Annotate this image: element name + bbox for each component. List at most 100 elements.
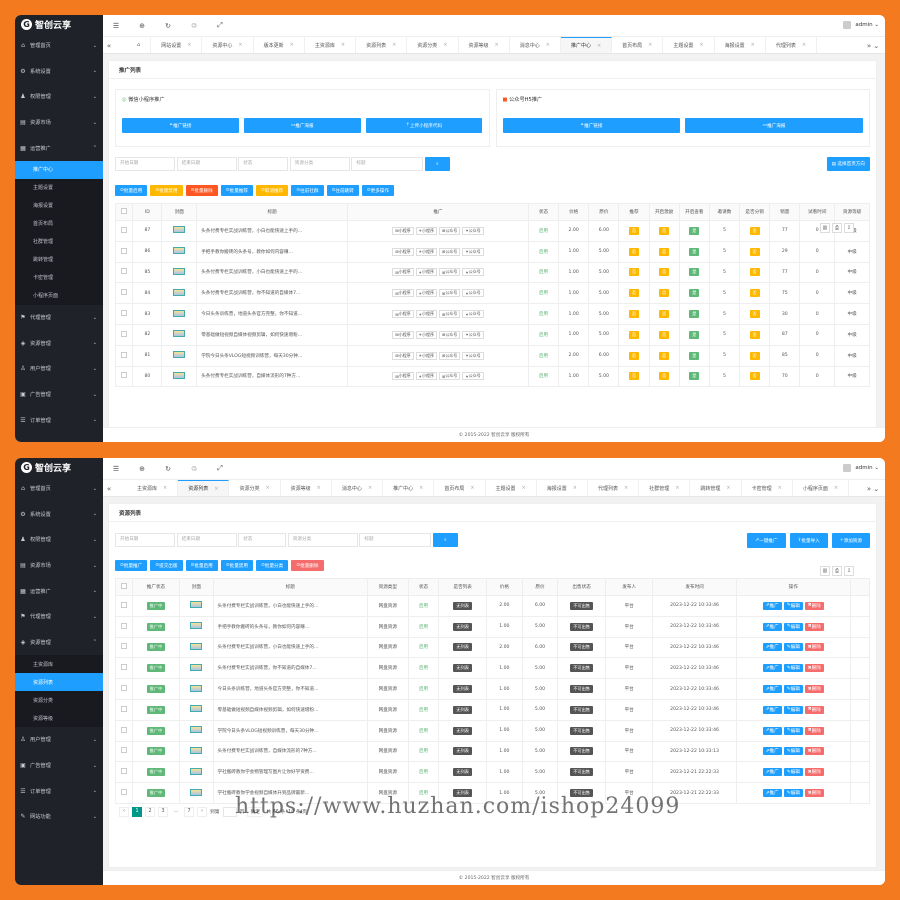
row-promote-button[interactable]: ⇗ 推广 — [762, 726, 782, 735]
checkbox[interactable] — [120, 622, 127, 629]
bulk-button[interactable]: ⊙ 批量启用 — [185, 560, 218, 571]
view-toggle[interactable]: 是 — [689, 330, 700, 339]
row-select[interactable] — [114, 240, 134, 263]
row-select[interactable] — [114, 344, 134, 367]
row-promote-button[interactable]: ⇗ 推广 — [762, 685, 782, 694]
select-home-button[interactable]: ▤ 选择首页方向 — [826, 157, 870, 171]
close-icon[interactable]: × — [214, 485, 219, 492]
sidebar-subitem[interactable]: 资源分类 — [15, 691, 103, 710]
close-icon[interactable]: × — [572, 485, 577, 491]
tabs-left-arrow-icon[interactable]: « — [103, 480, 115, 496]
sidebar-item[interactable]: ☰ 订单管理 ⌄ — [15, 407, 103, 433]
sidebar-subitem[interactable]: 社群管理 — [15, 232, 103, 251]
print-icon[interactable]: ⎙ — [832, 566, 842, 576]
promo-link-button[interactable]: ⊞ 公众号 — [438, 268, 461, 277]
distribution-toggle[interactable]: 否 — [749, 289, 760, 298]
menu-toggle-icon[interactable]: ☰ — [112, 464, 120, 473]
tab[interactable]: 主资源库 × — [305, 37, 357, 53]
row-edit-button[interactable]: ✎ 编辑 — [783, 768, 803, 777]
sidebar-item[interactable]: ⚙ 系统设置 ⌄ — [15, 59, 103, 85]
tab[interactable]: 社群管理 × — [639, 480, 691, 496]
recommend-toggle[interactable]: 否 — [628, 372, 640, 381]
bulk-button[interactable]: ⊙ 批量禁用 — [220, 560, 253, 571]
row-select[interactable] — [115, 740, 133, 763]
close-icon[interactable]: × — [289, 42, 294, 48]
tab[interactable]: 资源等级 × — [281, 480, 332, 496]
promo-button[interactable]: ⚭ 推广链接 — [502, 118, 681, 133]
clear-cache-icon[interactable]: ♲ — [190, 464, 198, 473]
checkbox[interactable] — [120, 768, 127, 775]
incentive-toggle[interactable]: 否 — [659, 226, 670, 235]
row-delete-button[interactable]: ✖ 删除 — [804, 789, 824, 798]
row-select[interactable] — [115, 615, 133, 638]
view-toggle[interactable]: 是 — [689, 268, 700, 277]
print-icon[interactable]: ⎙ — [832, 223, 842, 233]
checkbox[interactable] — [121, 208, 128, 214]
row-select[interactable] — [115, 719, 133, 742]
row-select[interactable] — [115, 636, 133, 659]
checkbox[interactable] — [121, 310, 128, 317]
promo-link-button[interactable]: ⊞ 公众号 — [438, 330, 461, 339]
bulk-button[interactable]: ⊙ 批量分类 — [256, 560, 289, 571]
checkbox[interactable] — [120, 747, 127, 754]
select-all-header[interactable] — [115, 578, 133, 596]
brand-logo[interactable]: G 智创云享 — [15, 15, 103, 33]
sidebar-item[interactable]: ♟ 权限管理 ⌄ — [15, 527, 103, 553]
tab[interactable]: 海报设置 × — [715, 37, 766, 53]
bulk-button[interactable]: ⊙ 往前社群 — [291, 185, 324, 196]
recommend-toggle[interactable]: 否 — [628, 310, 640, 319]
row-promote-button[interactable]: ⇗ 推广 — [762, 664, 782, 673]
row-edit-button[interactable]: ✎ 编辑 — [783, 601, 803, 610]
checkbox[interactable] — [120, 664, 127, 671]
row-delete-button[interactable]: ✖ 删除 — [804, 747, 824, 756]
tab[interactable]: 资源列表 × — [178, 480, 230, 496]
category-select[interactable]: 资源分类 — [289, 157, 350, 171]
row-select[interactable] — [114, 220, 134, 242]
promo-link-button[interactable]: ⚭ 公众号 — [462, 268, 484, 277]
promo-link-button[interactable]: ⚭ 公众号 — [462, 289, 484, 298]
sidebar-item[interactable]: ⌂ 管理首页 ⌄ — [15, 33, 103, 59]
checkbox[interactable] — [121, 372, 128, 379]
recommend-toggle[interactable]: 否 — [628, 247, 640, 256]
promo-link-button[interactable]: ⊞ 公众号 — [438, 226, 461, 235]
tab[interactable]: 资源中心 × — [202, 37, 254, 53]
row-edit-button[interactable]: ✎ 编辑 — [783, 643, 803, 652]
distribution-toggle[interactable]: 否 — [749, 351, 760, 360]
checkbox[interactable] — [120, 583, 127, 589]
promo-link-button[interactable]: ⚭ 公众号 — [462, 247, 484, 256]
page-number[interactable]: 1 — [132, 806, 142, 817]
row-select[interactable] — [114, 282, 134, 305]
distribution-toggle[interactable]: 否 — [749, 310, 760, 319]
bulk-button[interactable]: ⊙ 批量推广 — [115, 560, 148, 571]
row-select[interactable] — [115, 782, 133, 804]
incentive-toggle[interactable]: 否 — [659, 289, 670, 298]
tab[interactable]: 资源列表 × — [356, 37, 408, 53]
row-delete-button[interactable]: ✖ 删除 — [804, 664, 824, 673]
sidebar-item[interactable]: ⌂ 管理首页 ⌄ — [15, 476, 103, 502]
promo-link-button[interactable]: ⊞ 小程序 — [392, 330, 414, 339]
globe-icon[interactable]: ⊕ — [139, 21, 145, 30]
tab[interactable]: 网站设置 × — [151, 37, 203, 53]
tabs-right-arrow-icon[interactable]: » ⌄ — [861, 37, 885, 53]
row-select[interactable] — [115, 678, 133, 700]
recommend-toggle[interactable]: 否 — [628, 268, 640, 277]
sidebar-item[interactable]: ⚑ 代理管理 ⌄ — [15, 305, 103, 331]
row-delete-button[interactable]: ✖ 删除 — [804, 685, 824, 694]
per-page-select[interactable]: 10 条/页 — [288, 810, 308, 816]
recommend-toggle[interactable]: 否 — [628, 289, 640, 298]
sidebar-subitem[interactable]: 首页布局 — [15, 214, 103, 233]
promo-link-button[interactable]: ⊞ 小程序 — [392, 268, 414, 277]
sidebar-item[interactable]: ▦ 运营推广 ⌃ — [15, 135, 103, 161]
close-icon[interactable]: × — [801, 42, 807, 48]
toolbar-button[interactable]: ⇪ 批量导入 — [789, 533, 828, 548]
row-delete-button[interactable]: ✖ 删除 — [804, 622, 824, 631]
export-icon[interactable]: ⇩ — [844, 566, 854, 576]
columns-icon[interactable]: ▥ — [820, 223, 830, 233]
close-icon[interactable]: × — [316, 485, 321, 491]
checkbox[interactable] — [120, 643, 127, 650]
promo-link-button[interactable]: ⚭ 小程序 — [415, 310, 437, 319]
view-toggle[interactable]: 是 — [689, 226, 700, 235]
close-icon[interactable]: × — [494, 42, 499, 48]
row-promote-button[interactable]: ⇗ 推广 — [762, 622, 782, 631]
row-edit-button[interactable]: ✎ 编辑 — [783, 622, 803, 631]
